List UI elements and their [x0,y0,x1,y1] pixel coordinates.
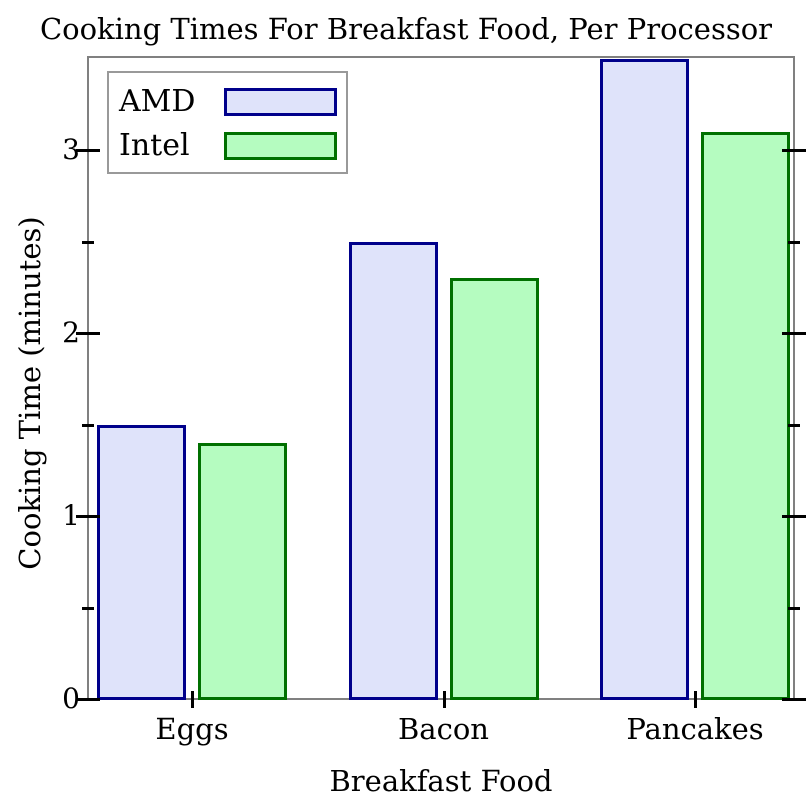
y-tick-minor-1-5-right [788,423,800,427]
bar-intel-eggs [198,442,287,700]
legend-swatch-amd [224,88,337,116]
y-tick-major-1-left [76,515,100,518]
y-tick-label-3: 3 [62,133,80,166]
x-tick-pancakes [694,691,697,708]
y-tick-major-1-right [782,515,806,518]
x-axis-title: Breakfast Food [329,764,553,798]
y-tick-minor-0-5-left [82,606,94,610]
y-tick-minor-1-5-left [82,423,94,427]
y-tick-major-2-left [76,332,100,335]
legend: AMD Intel [107,71,348,174]
x-tick-bacon [442,691,446,708]
bar-intel-bacon [449,278,539,700]
chart-title: Cooking Times For Breakfast Food, Per Pr… [39,12,773,46]
category-label-bacon: Bacon [398,712,489,746]
category-label-eggs: Eggs [155,712,229,746]
category-label-pancakes: Pancakes [626,712,764,746]
legend-label-amd: AMD [119,84,196,119]
x-tick-eggs [191,691,194,708]
y-tick-major-3-right [782,149,806,152]
y-tick-minor-2-5-right [788,240,800,244]
y-tick-label-0: 0 [62,682,80,715]
y-tick-major-0-left [76,698,100,701]
y-tick-major-0-right [782,698,806,701]
y-tick-major-2-right [782,332,806,335]
y-tick-minor-0-5-right [788,606,800,610]
y-tick-label-1: 1 [62,499,80,532]
bar-intel-pancakes [701,131,790,700]
bar-amd-pancakes [600,58,689,700]
bar-amd-bacon [348,241,438,700]
bar-amd-eggs [97,424,186,700]
legend-swatch-intel [224,132,337,160]
y-tick-minor-2-5-left [82,240,94,244]
plot-frame [87,56,795,700]
y-tick-label-2: 2 [62,316,80,349]
y-tick-major-3-left [76,149,100,152]
legend-label-intel: Intel [119,128,190,163]
